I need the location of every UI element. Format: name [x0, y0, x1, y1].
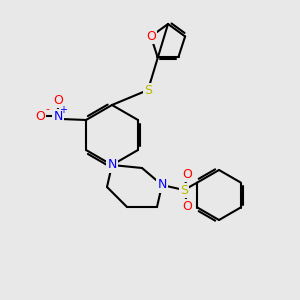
Text: O: O	[146, 30, 156, 43]
Text: O: O	[182, 167, 192, 181]
Text: +: +	[59, 105, 67, 115]
Text: N: N	[53, 110, 63, 122]
Text: O: O	[53, 94, 63, 106]
Text: S: S	[144, 83, 152, 97]
Text: O: O	[182, 200, 192, 212]
Text: -: -	[45, 104, 49, 114]
Text: O: O	[35, 110, 45, 122]
Text: N: N	[107, 158, 117, 172]
Text: S: S	[180, 184, 188, 196]
Text: N: N	[157, 178, 167, 191]
